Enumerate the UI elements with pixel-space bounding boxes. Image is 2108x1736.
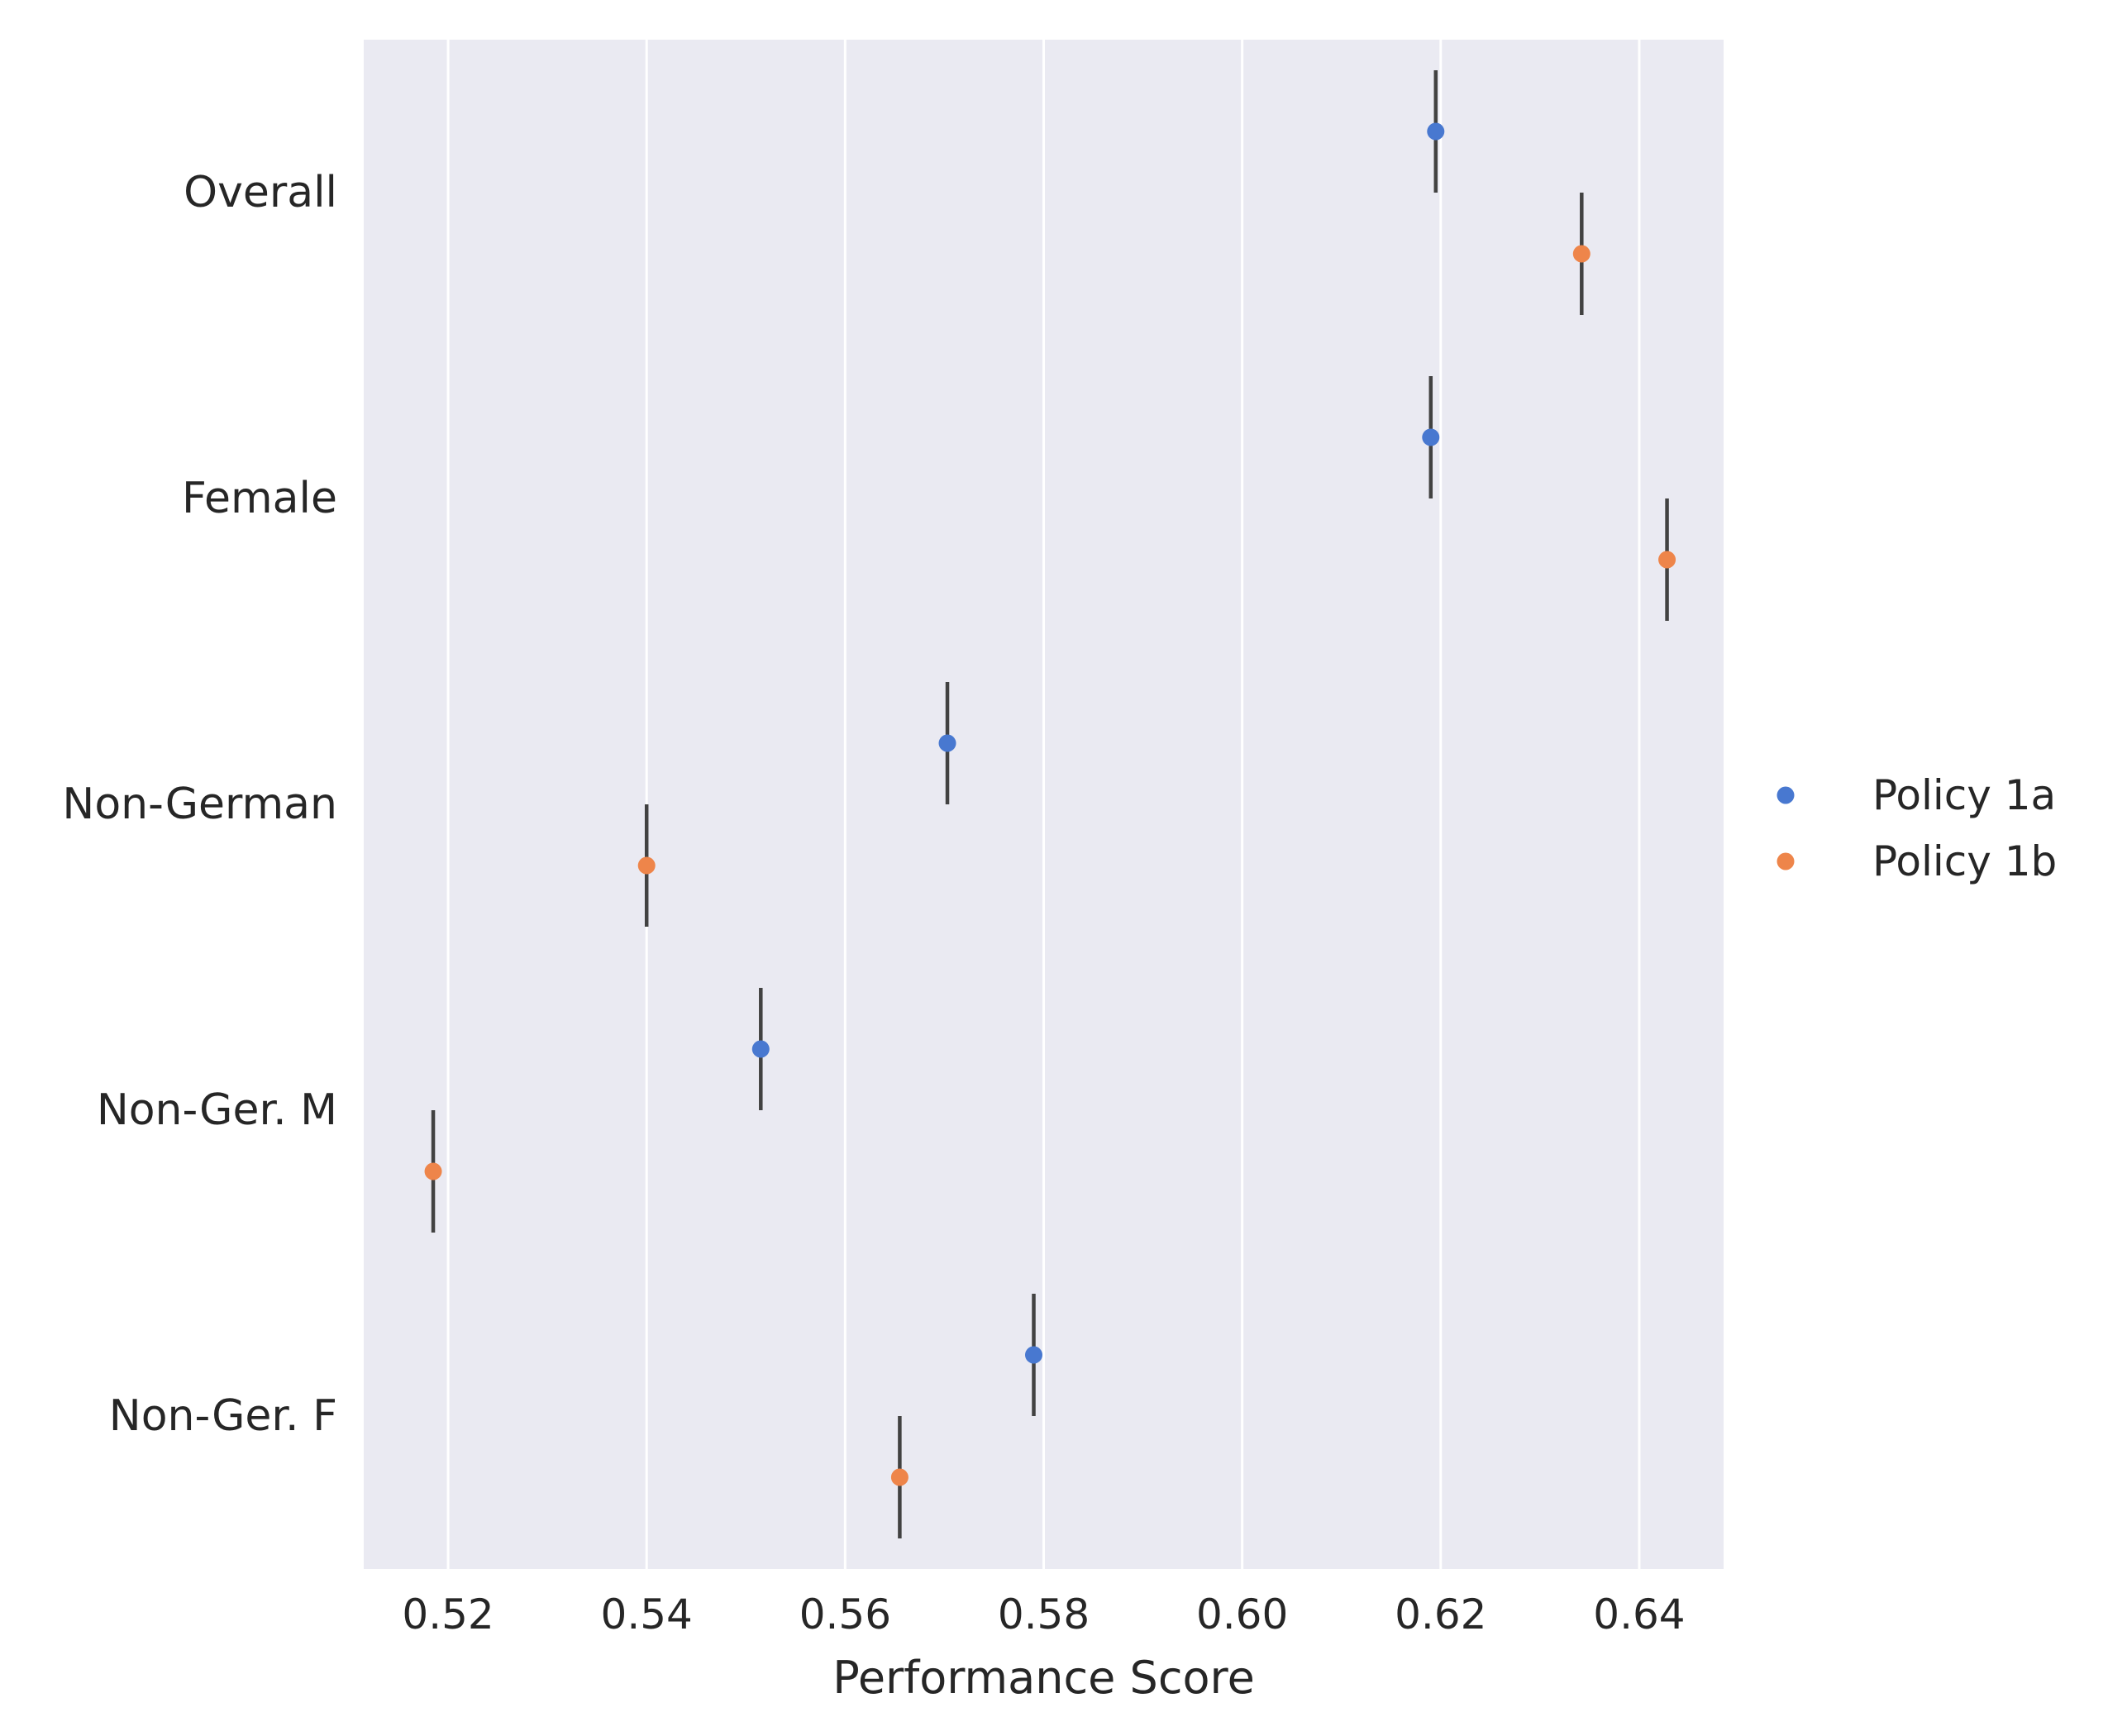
y-tick-label: Non-Ger. M <box>97 1085 337 1135</box>
data-points <box>424 122 1676 1486</box>
x-tick-label: 0.54 <box>601 1591 693 1638</box>
x-tick-label: 0.60 <box>1196 1591 1288 1638</box>
x-tick-label: 0.58 <box>998 1591 1090 1638</box>
y-tick-label: Non-German <box>62 780 337 829</box>
data-point <box>1024 1346 1042 1364</box>
data-point <box>751 1040 770 1058</box>
x-tick-labels: 0.52 0.54 0.56 0.58 0.60 0.62 0.64 <box>402 1591 1685 1638</box>
y-tick-label: Overall <box>184 168 337 217</box>
data-point <box>637 856 656 875</box>
data-point <box>424 1162 442 1180</box>
data-point <box>938 734 956 752</box>
legend-marker <box>1777 852 1795 870</box>
y-tick-label: Female <box>182 474 337 523</box>
data-point <box>1427 122 1445 141</box>
data-point <box>1658 551 1676 569</box>
y-tick-label: Non-Ger. F <box>109 1391 337 1441</box>
x-tick-label: 0.62 <box>1395 1591 1486 1638</box>
data-point <box>890 1468 909 1486</box>
y-tick-labels: Overall Female Non-German Non-Ger. M Non-Ger… <box>62 168 337 1441</box>
legend-label: Policy 1b <box>1872 837 2057 885</box>
x-axis-label: Performance Score <box>832 1652 1255 1704</box>
x-tick-label: 0.56 <box>799 1591 891 1638</box>
data-point <box>1422 428 1440 446</box>
legend-marker <box>1777 786 1795 804</box>
legend: Policy 1a Policy 1b <box>1777 771 2057 885</box>
legend-label: Policy 1a <box>1872 771 2056 819</box>
x-tick-label: 0.64 <box>1593 1591 1685 1638</box>
data-point <box>1572 245 1591 263</box>
x-tick-label: 0.52 <box>402 1591 494 1638</box>
